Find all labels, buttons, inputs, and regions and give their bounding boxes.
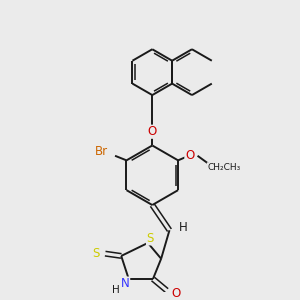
Text: H: H: [179, 221, 188, 234]
Text: CH₂CH₃: CH₂CH₃: [207, 163, 241, 172]
Text: O: O: [148, 125, 157, 138]
Text: S: S: [92, 247, 100, 260]
Text: S: S: [146, 232, 154, 245]
Text: H: H: [112, 285, 120, 296]
Text: N: N: [121, 277, 130, 290]
Text: O: O: [185, 149, 194, 162]
Text: O: O: [171, 287, 181, 300]
Text: Br: Br: [95, 145, 108, 158]
